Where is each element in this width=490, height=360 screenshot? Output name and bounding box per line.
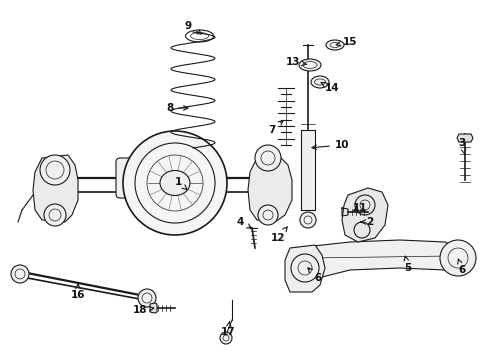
Ellipse shape <box>299 59 321 71</box>
Circle shape <box>40 155 70 185</box>
Text: 8: 8 <box>167 103 188 113</box>
Text: 6: 6 <box>458 259 466 275</box>
Circle shape <box>123 131 227 235</box>
Text: 11: 11 <box>353 203 367 213</box>
FancyBboxPatch shape <box>116 158 154 198</box>
Text: 2: 2 <box>361 217 374 227</box>
Text: 13: 13 <box>286 57 306 67</box>
Text: 6: 6 <box>308 268 321 283</box>
Polygon shape <box>342 208 348 216</box>
Polygon shape <box>285 245 325 292</box>
Text: 18: 18 <box>133 305 154 315</box>
Circle shape <box>300 212 316 228</box>
Polygon shape <box>33 155 78 222</box>
Polygon shape <box>342 188 388 242</box>
Ellipse shape <box>326 40 344 50</box>
Text: 12: 12 <box>271 227 287 243</box>
Text: 16: 16 <box>71 284 85 300</box>
Circle shape <box>220 332 232 344</box>
Circle shape <box>258 205 278 225</box>
Text: 14: 14 <box>321 82 339 93</box>
Circle shape <box>11 265 29 283</box>
Text: 15: 15 <box>336 37 357 47</box>
Text: 5: 5 <box>404 256 412 273</box>
Text: 10: 10 <box>312 140 349 150</box>
Polygon shape <box>248 155 292 222</box>
Polygon shape <box>150 303 157 313</box>
Polygon shape <box>295 240 462 285</box>
Circle shape <box>44 204 66 226</box>
Circle shape <box>255 145 281 171</box>
Ellipse shape <box>311 76 329 88</box>
Circle shape <box>440 240 476 276</box>
Text: 1: 1 <box>174 177 187 189</box>
Text: 4: 4 <box>236 217 251 228</box>
Text: 7: 7 <box>269 121 283 135</box>
Text: 3: 3 <box>458 138 466 154</box>
Polygon shape <box>457 134 473 142</box>
Circle shape <box>291 254 319 282</box>
Ellipse shape <box>160 171 190 195</box>
Text: 9: 9 <box>184 21 201 34</box>
Text: 17: 17 <box>220 321 235 337</box>
Circle shape <box>138 289 156 307</box>
